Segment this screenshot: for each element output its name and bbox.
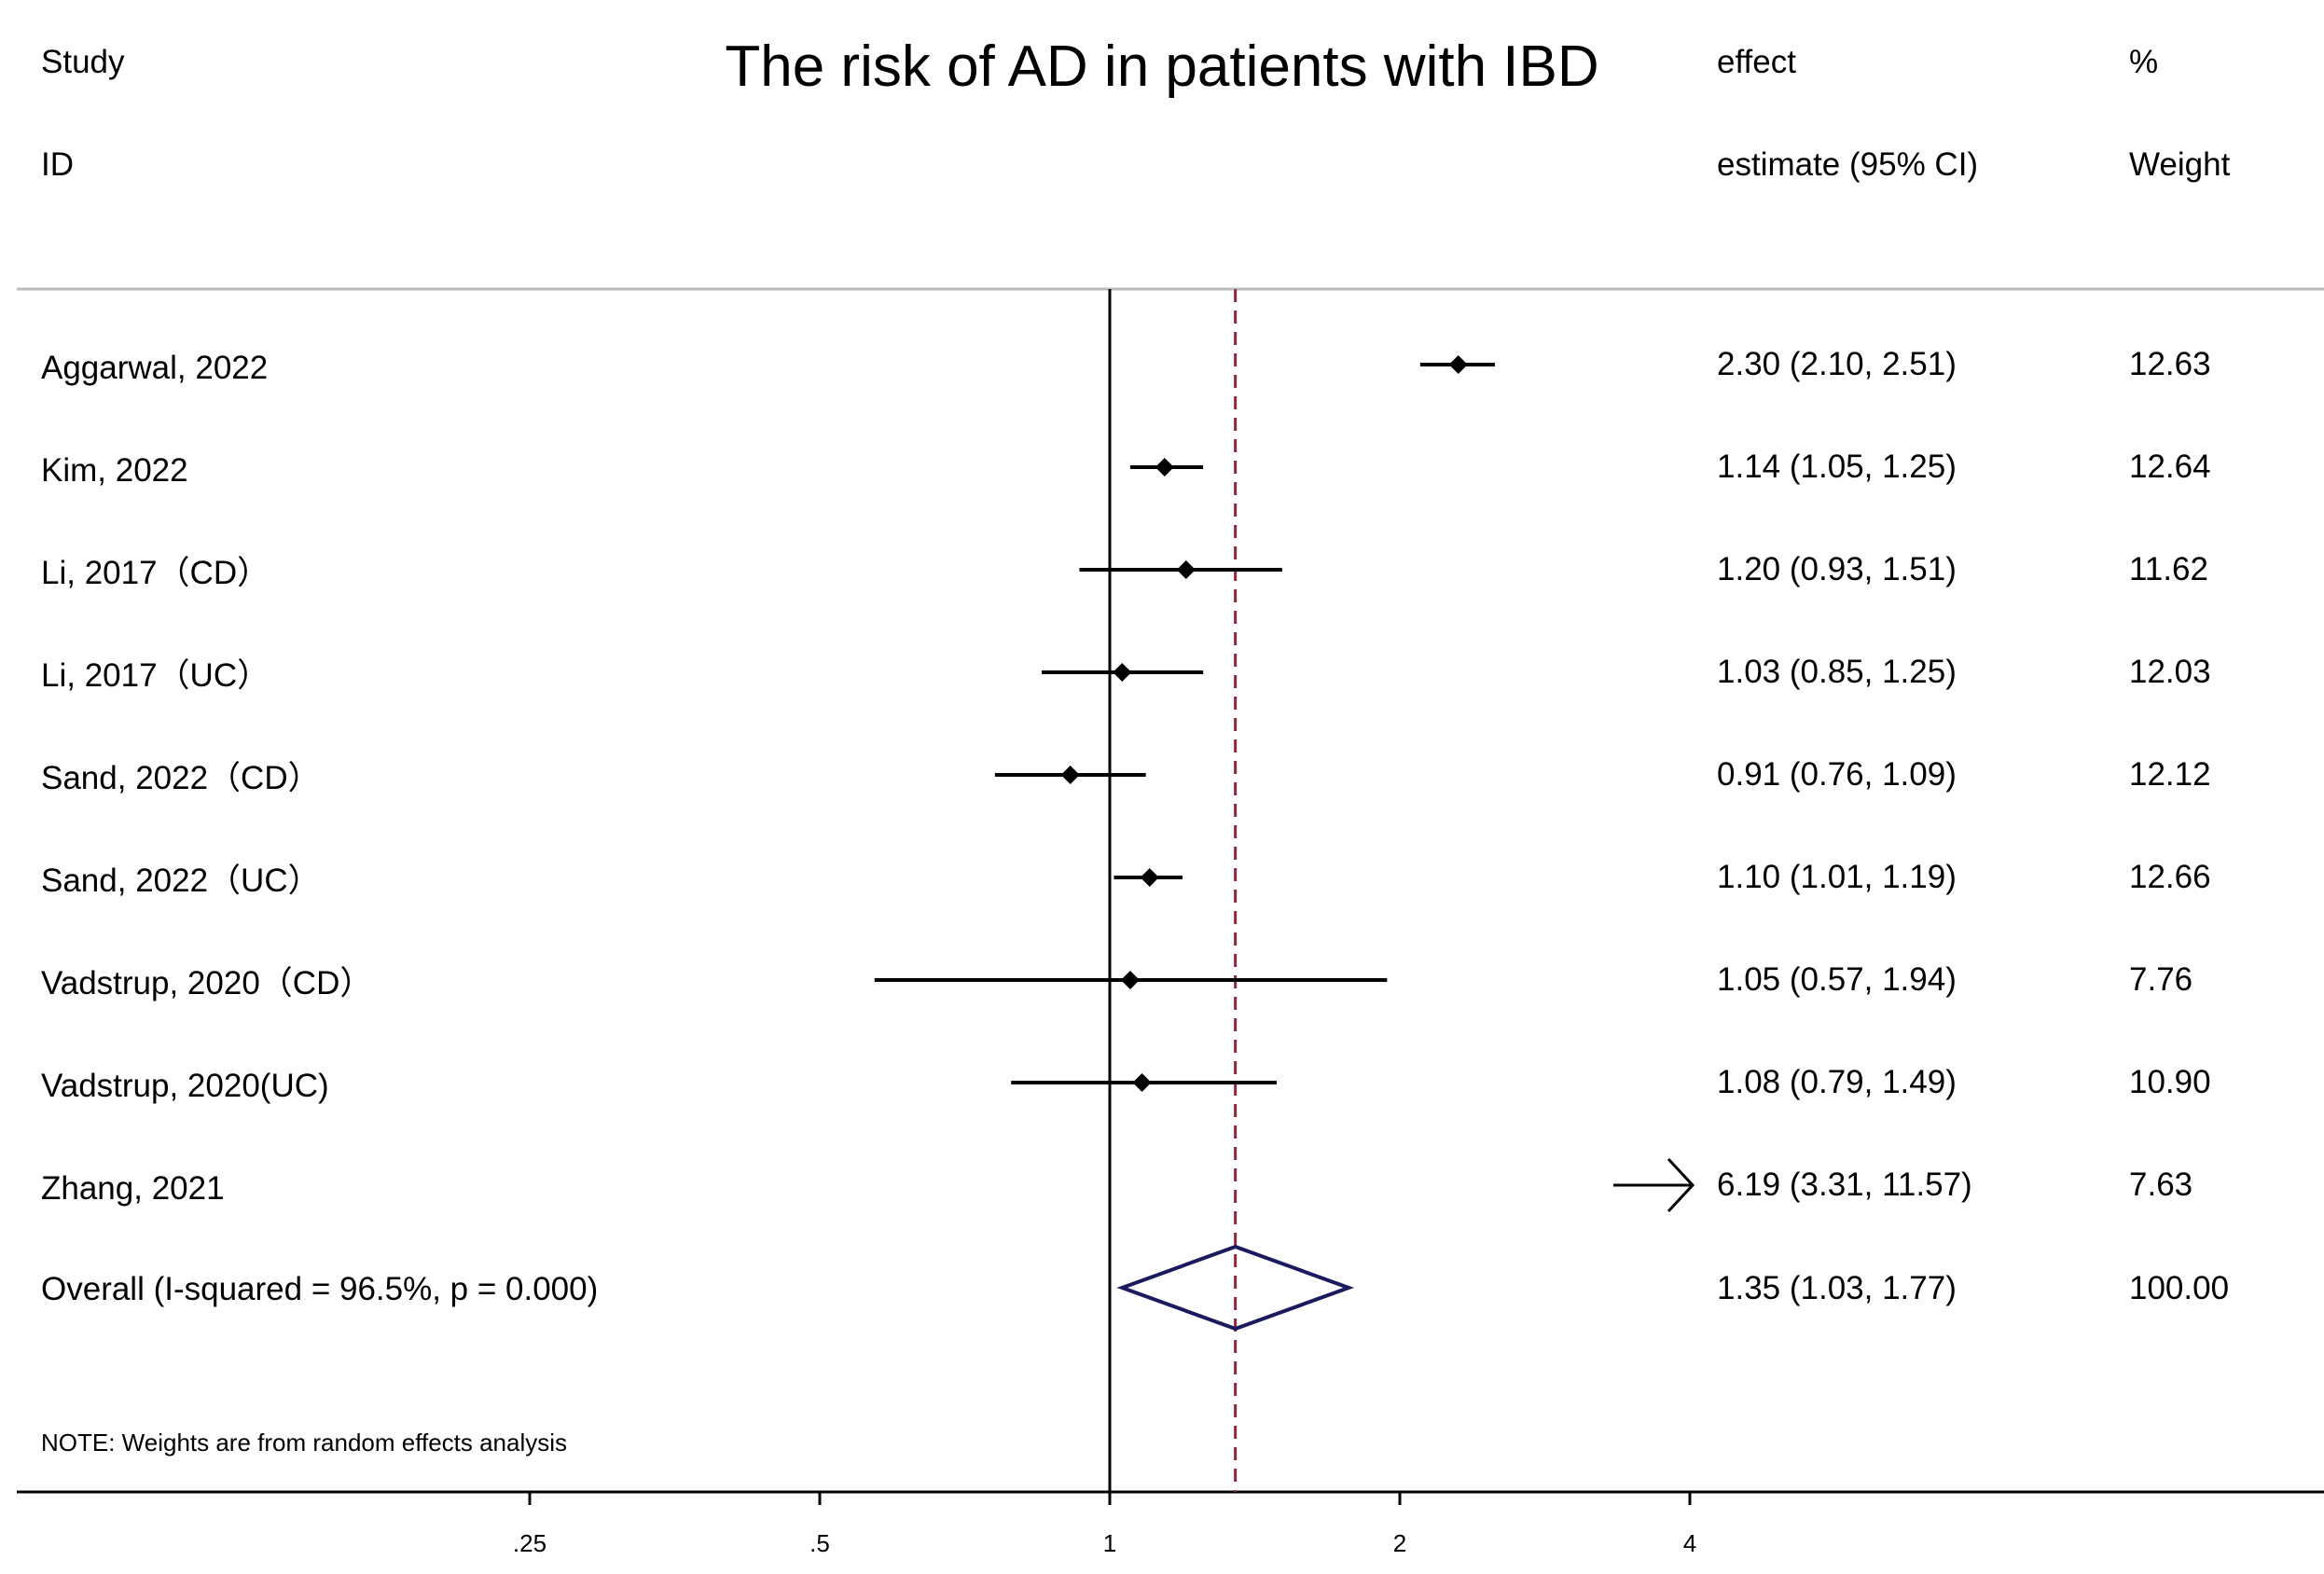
footnote: NOTE: Weights are from random effects an… (41, 1429, 568, 1457)
study-label: Sand, 2022（UC） (41, 863, 321, 899)
point-estimate-marker (1113, 663, 1132, 682)
study-label: Vadstrup, 2020（CD） (41, 965, 373, 1001)
x-tick-label: .25 (513, 1529, 546, 1557)
effect-estimate-text: 6.19 (3.31, 11.57) (1717, 1167, 1972, 1203)
weight-value: 11.62 (2129, 551, 2208, 587)
study-label: Sand, 2022（CD） (41, 760, 321, 796)
point-estimate-marker (1448, 355, 1468, 374)
effect-header-line1: effect (1717, 44, 1796, 80)
ci-arrow-right (1667, 1157, 1695, 1213)
effect-estimate-text: 1.03 (0.85, 1.25) (1717, 654, 1957, 690)
x-tick-label: 2 (1393, 1529, 1406, 1557)
overall-diamond (1116, 1244, 1355, 1332)
study-label: Li, 2017（CD） (41, 555, 270, 591)
effect-header-line2: estimate (95% CI) (1717, 146, 1979, 183)
x-tick-label: 4 (1683, 1529, 1696, 1557)
weight-value: 12.64 (2129, 449, 2211, 485)
overall-weight-value: 100.00 (2129, 1270, 2230, 1306)
point-estimate-marker (1176, 560, 1196, 579)
x-tick-label: .5 (809, 1529, 830, 1557)
weight-value: 12.63 (2129, 346, 2211, 382)
effect-estimate-text: 1.08 (0.79, 1.49) (1717, 1064, 1957, 1100)
study-label: Kim, 2022 (41, 452, 188, 489)
study-header-line2: ID (41, 146, 74, 183)
point-estimate-marker (1155, 458, 1174, 476)
weight-value: 7.76 (2129, 961, 2193, 998)
weight-header-line2: Weight (2129, 146, 2231, 183)
study-header-line1: Study (41, 44, 125, 80)
point-estimate-marker (1060, 766, 1080, 784)
study-label: Aggarwal, 2022 (41, 350, 269, 386)
study-label: Li, 2017（UC） (41, 657, 270, 694)
weight-value: 12.12 (2129, 756, 2211, 793)
effect-estimate-text: 1.20 (0.93, 1.51) (1717, 551, 1957, 587)
effect-estimate-text: 1.05 (0.57, 1.94) (1717, 961, 1957, 998)
x-tick-label: 1 (1103, 1529, 1116, 1557)
study-label: Zhang, 2021 (41, 1170, 225, 1207)
point-estimate-marker (1120, 971, 1140, 989)
effect-estimate-text: 2.30 (2.10, 2.51) (1717, 346, 1957, 382)
effect-estimate-text: 1.10 (1.01, 1.19) (1717, 859, 1957, 895)
weight-value: 12.03 (2129, 654, 2211, 690)
point-estimate-marker (1140, 868, 1159, 887)
overall-label: Overall (I-squared = 96.5%, p = 0.000) (41, 1271, 599, 1307)
chart-title: The risk of AD in patients with IBD (725, 35, 1599, 99)
effect-estimate-text: 1.14 (1.05, 1.25) (1717, 449, 1957, 485)
study-label: Vadstrup, 2020(UC) (41, 1068, 329, 1104)
overall-estimate-text: 1.35 (1.03, 1.77) (1717, 1270, 1957, 1306)
weight-value: 7.63 (2129, 1167, 2193, 1203)
effect-estimate-text: 0.91 (0.76, 1.09) (1717, 756, 1957, 793)
weight-value: 10.90 (2129, 1064, 2211, 1100)
weight-value: 12.66 (2129, 859, 2211, 895)
weight-header-line1: % (2129, 44, 2159, 80)
point-estimate-marker (1132, 1073, 1152, 1092)
